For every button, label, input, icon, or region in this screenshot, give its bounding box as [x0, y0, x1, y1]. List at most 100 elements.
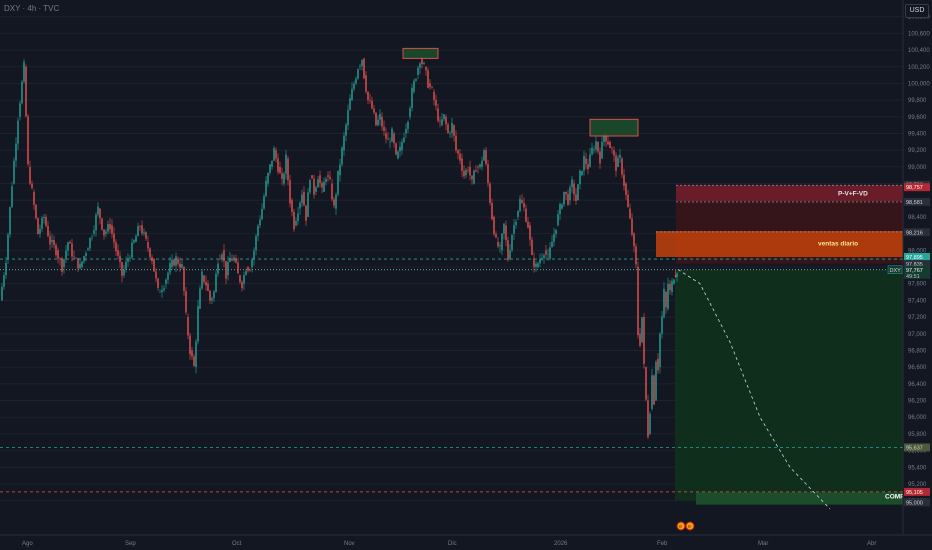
candle: [653, 375, 655, 405]
candle: [43, 216, 45, 218]
y-tick-label: 96,000: [908, 415, 927, 421]
candle: [385, 133, 387, 139]
candle: [191, 350, 193, 357]
candle: [151, 257, 153, 262]
candle: [245, 271, 247, 276]
candle: [303, 191, 305, 206]
candle: [375, 112, 377, 126]
candle: [67, 242, 69, 251]
event-badge[interactable]: [676, 521, 686, 531]
candle: [281, 173, 283, 179]
candle: [515, 221, 517, 226]
y-tick-label: 96,600: [908, 365, 927, 371]
candle: [13, 160, 15, 184]
candle: [565, 191, 567, 195]
candle: [627, 194, 629, 207]
candle: [395, 143, 397, 155]
candle: [341, 147, 343, 165]
candle: [467, 169, 469, 171]
y-tick-label: 100,000: [908, 81, 930, 87]
candle: [5, 262, 7, 276]
candle: [335, 194, 337, 209]
candle: [507, 240, 509, 261]
candle: [193, 356, 195, 367]
candle: [447, 124, 449, 133]
candle: [497, 241, 499, 247]
candle: [237, 262, 239, 274]
candle: [477, 166, 479, 168]
candle: [65, 250, 67, 260]
candle: [503, 223, 505, 234]
candle: [253, 250, 255, 260]
peak-box: [589, 118, 639, 137]
candle: [93, 230, 95, 234]
candle: [3, 275, 5, 287]
candle: [633, 233, 635, 247]
candle: [301, 194, 303, 203]
candle: [89, 237, 91, 249]
candle: [607, 141, 609, 145]
candle: [573, 183, 575, 195]
candle: [531, 239, 533, 255]
candle: [325, 178, 327, 182]
candle: [603, 133, 605, 142]
candle: [443, 114, 445, 120]
currency-button[interactable]: USD: [905, 4, 929, 18]
candle: [287, 158, 289, 181]
candle: [7, 234, 9, 259]
candle: [71, 243, 73, 257]
candle: [55, 245, 57, 256]
candle: [73, 256, 75, 258]
candle: [611, 148, 613, 149]
candle: [83, 255, 85, 262]
candle: [213, 291, 215, 299]
x-tick-label: Nov: [344, 541, 355, 547]
event-badge[interactable]: [685, 521, 695, 531]
y-tick-label: 95,200: [908, 482, 927, 488]
candle: [419, 63, 421, 68]
candle: [509, 250, 511, 259]
price-tag: [904, 498, 930, 507]
pvfvd-zone: [676, 185, 903, 202]
x-tick-label: Mar: [758, 541, 768, 547]
candle: [471, 175, 473, 180]
candle: [15, 143, 17, 161]
candle: [365, 75, 367, 92]
candle: [533, 258, 535, 267]
candle: [605, 133, 607, 142]
candle: [643, 317, 645, 364]
candle: [417, 67, 419, 76]
y-tick-label: 97,600: [908, 282, 927, 288]
candle: [215, 273, 217, 293]
candle: [581, 170, 583, 176]
candle: [249, 270, 251, 272]
candle: [199, 288, 201, 309]
candle: [121, 262, 123, 276]
candle: [657, 358, 659, 371]
candle: [229, 257, 231, 263]
candle: [283, 173, 285, 184]
candle: [311, 175, 313, 179]
candle: [197, 306, 199, 342]
candle: [671, 281, 673, 293]
projection-path: [677, 269, 831, 510]
candle: [499, 245, 501, 247]
candle: [537, 263, 539, 267]
y-tick-label: 96,400: [908, 382, 927, 388]
candle: [157, 278, 159, 289]
candle: [343, 135, 345, 151]
candle: [275, 150, 277, 159]
x-tick-label: Ago: [22, 541, 33, 547]
candle: [111, 225, 113, 234]
y-tick-label: 98,000: [908, 248, 927, 254]
candle: [567, 194, 569, 205]
symbol-tag: [887, 265, 903, 275]
candle: [327, 175, 329, 177]
price-tag: [904, 183, 930, 192]
candle: [361, 60, 363, 66]
candle: [127, 259, 129, 262]
candle: [85, 253, 87, 256]
candle: [459, 153, 461, 161]
candle: [465, 169, 467, 176]
